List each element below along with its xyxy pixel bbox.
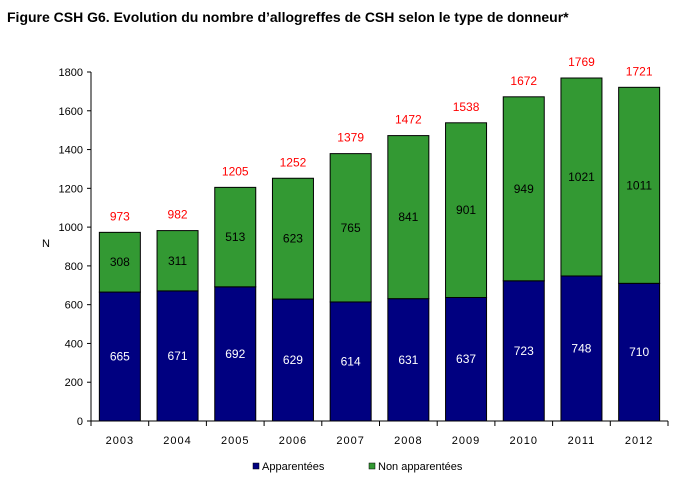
data-label-total: 1379 — [337, 131, 364, 145]
bar-segment-apparentees — [502, 280, 545, 422]
bars — [98, 77, 661, 422]
legend-swatch-non-apparentees — [368, 462, 376, 470]
bar-segment-apparentees — [271, 298, 314, 422]
data-label-total: 1472 — [395, 113, 422, 127]
y-tick-label: 1800 — [59, 67, 83, 79]
data-label-non-apparentees: 311 — [168, 254, 187, 268]
bar-segment-apparentees — [98, 291, 141, 422]
data-label-apparentees: 692 — [225, 347, 245, 361]
bar-segment-non-apparentees — [560, 77, 603, 277]
data-label-non-apparentees: 623 — [283, 232, 303, 246]
data-label-non-apparentees: 308 — [110, 255, 130, 269]
y-tick-label: 800 — [65, 261, 83, 273]
legend-label-apparentees: Apparentées — [262, 461, 325, 473]
data-label-non-apparentees: 1011 — [626, 178, 652, 192]
bar-segment-non-apparentees — [445, 122, 488, 298]
data-label-total: 982 — [168, 208, 188, 222]
data-label-apparentees: 614 — [341, 354, 361, 368]
bar-segment-non-apparentees — [214, 186, 257, 288]
y-tick-label: 1000 — [59, 222, 83, 234]
y-tick-label: 1400 — [59, 145, 83, 157]
y-tick-label: 0 — [77, 416, 83, 428]
data-labels: 665 308 973 671 311 982 692 513 1205 629 623 1252 61… — [110, 55, 653, 368]
x-tick-label: 2007 — [336, 435, 364, 447]
data-label-total: 1538 — [453, 100, 480, 114]
x-tick-label: 2006 — [279, 435, 307, 447]
y-axis-label: N — [42, 238, 50, 250]
data-label-apparentees: 665 — [110, 350, 130, 364]
data-label-total: 1721 — [626, 64, 653, 78]
y-tick-label: 1600 — [59, 106, 83, 118]
legend-label-non-apparentees: Non apparentées — [378, 461, 463, 473]
data-label-apparentees: 631 — [398, 353, 418, 367]
bar-segment-apparentees — [387, 298, 430, 422]
bar-segment-apparentees — [329, 301, 372, 422]
data-label-total: 973 — [110, 209, 130, 223]
legend: Apparentées Non apparentées — [252, 461, 463, 473]
x-tick-label: 2012 — [625, 435, 653, 447]
data-label-apparentees: 637 — [456, 352, 476, 366]
data-label-non-apparentees: 765 — [341, 221, 361, 235]
bar-segment-non-apparentees — [156, 230, 199, 292]
data-label-non-apparentees: 841 — [398, 210, 418, 224]
bar-segment-apparentees — [156, 290, 199, 422]
data-label-non-apparentees: 1021 — [568, 170, 595, 184]
bar-segment-apparentees — [445, 296, 488, 422]
data-label-total: 1205 — [222, 164, 249, 178]
y-axis: 0 200 400 600 800 1000 1200 1400 1600 1800 N — [42, 67, 92, 428]
y-tick-label: 1200 — [59, 183, 83, 195]
bar-segment-apparentees — [560, 275, 603, 422]
chart-title: Figure CSH G6. Evolution du nombre d’all… — [7, 9, 569, 25]
bar-segment-non-apparentees — [98, 231, 141, 293]
data-label-apparentees: 748 — [571, 341, 591, 355]
data-label-apparentees: 723 — [514, 344, 534, 358]
x-tick-label: 2005 — [221, 435, 249, 447]
data-label-apparentees: 671 — [168, 349, 188, 363]
x-tick-label: 2004 — [163, 435, 191, 447]
y-tick-label: 200 — [65, 377, 83, 389]
legend-swatch-apparentees — [252, 462, 260, 470]
x-tick-label: 2003 — [106, 435, 134, 447]
x-axis: 2003 2004 2005 2006 2007 2008 2009 2010 2011 2012 — [90, 420, 669, 447]
bar-segment-non-apparentees — [502, 96, 545, 282]
data-label-apparentees: 629 — [283, 353, 303, 367]
data-label-apparentees: 710 — [629, 345, 649, 359]
x-tick-label: 2008 — [394, 435, 422, 447]
data-label-total: 1252 — [280, 155, 307, 169]
data-label-total: 1769 — [568, 55, 595, 69]
x-tick-label: 2010 — [510, 435, 538, 447]
bar-segment-non-apparentees — [271, 177, 314, 300]
data-label-non-apparentees: 513 — [225, 230, 245, 244]
data-label-non-apparentees: 901 — [456, 203, 476, 217]
bar-segment-non-apparentees — [329, 153, 372, 303]
bar-segment-non-apparentees — [387, 135, 430, 300]
bar-segment-non-apparentees — [618, 86, 661, 284]
data-label-non-apparentees: 949 — [514, 182, 534, 196]
x-tick-label: 2009 — [452, 435, 480, 447]
y-tick-label: 600 — [65, 300, 83, 312]
y-tick-label: 400 — [65, 338, 83, 350]
x-tick-label: 2011 — [568, 435, 596, 447]
bar-segment-apparentees — [618, 282, 661, 422]
data-label-total: 1672 — [510, 74, 537, 88]
